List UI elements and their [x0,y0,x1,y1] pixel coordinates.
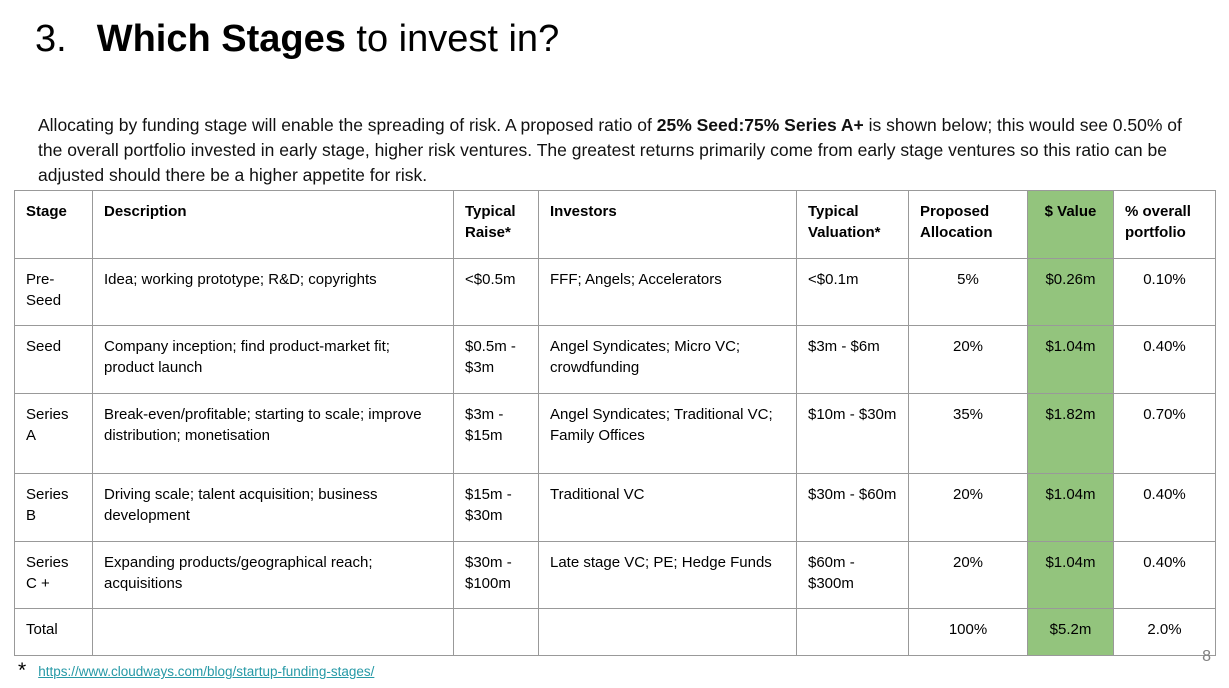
cell-percent-overall: 0.40% [1113,325,1216,394]
title-number: 3. [35,18,67,60]
cell-proposed-allocation: 35% [908,393,1028,474]
table-row-total: Total 100% $5.2m 2.0% [14,608,1216,656]
title-bold-text: Which Stages [96,18,346,60]
cell-typical-raise: <$0.5m [453,258,539,326]
cell-typical-valuation [796,608,909,656]
cell-description: Driving scale; talent acquisition; busin… [92,473,454,542]
page-number: 8 [1202,648,1211,665]
intro-bold-ratio: 25% Seed:75% Series A+ [656,114,864,135]
cell-percent-overall: 0.40% [1113,541,1216,609]
cell-proposed-allocation: 5% [908,258,1028,326]
cell-investors: FFF; Angels; Accelerators [538,258,797,326]
header-typical-raise: Typical Raise* [453,190,539,259]
cell-investors: Traditional VC [538,473,797,542]
cell-total-percent-overall: 2.0% [1113,608,1216,656]
funding-stages-table: Stage Description Typical Raise* Investo… [14,190,1216,656]
cell-dollar-value: $1.04m [1027,325,1114,394]
cell-typical-raise [453,608,539,656]
cell-dollar-value: $1.82m [1027,393,1114,474]
cell-dollar-value: $1.04m [1027,541,1114,609]
table-row-series-a: Series A Break-even/profitable; starting… [14,393,1216,474]
source-link[interactable]: https://www.cloudways.com/blog/startup-f… [38,664,375,679]
cell-proposed-allocation: 20% [908,541,1028,609]
cell-description [92,608,454,656]
cell-typical-raise: $30m - $100m [453,541,539,609]
cell-stage: Series B [14,473,93,542]
header-dollar-value: $ Value [1027,190,1114,259]
cell-stage: Seed [14,325,93,394]
title-rest-text: to invest in? [345,18,560,60]
page-title: 3. Which Stages to invest in? [35,18,559,62]
cell-investors: Late stage VC; PE; Hedge Funds [538,541,797,609]
cell-percent-overall: 0.10% [1113,258,1216,326]
cell-typical-raise: $0.5m - $3m [453,325,539,394]
cell-typical-valuation: $3m - $6m [796,325,909,394]
cell-stage: Series A [14,393,93,474]
cell-description: Break-even/profitable; starting to scale… [92,393,454,474]
cell-investors: Angel Syndicates; Micro VC; crowdfunding [538,325,797,394]
cell-proposed-allocation: 20% [908,473,1028,542]
table-row-series-c-plus: Series C + Expanding products/geographic… [14,541,1216,609]
header-proposed-allocation: Proposed Allocation [908,190,1028,259]
cell-description: Expanding products/geographical reach; a… [92,541,454,609]
table-row-pre-seed: Pre-Seed Idea; working prototype; R&D; c… [14,258,1216,326]
cell-total-dollar-value: $5.2m [1027,608,1114,656]
cell-proposed-allocation: 20% [908,325,1028,394]
intro-text-1: Allocating by funding stage will enable … [38,114,657,135]
cell-dollar-value: $1.04m [1027,473,1114,542]
table-header-row: Stage Description Typical Raise* Investo… [14,190,1216,259]
cell-description: Company inception; find product-market f… [92,325,454,394]
cell-investors: Angel Syndicates; Traditional VC; Family… [538,393,797,474]
asterisk-marker: * [18,659,27,682]
header-description: Description [92,190,454,259]
cell-typical-raise: $15m - $30m [453,473,539,542]
cell-typical-valuation: $60m - $300m [796,541,909,609]
cell-investors [538,608,797,656]
intro-paragraph: Allocating by funding stage will enable … [38,113,1198,188]
cell-stage: Pre-Seed [14,258,93,326]
cell-total-allocation: 100% [908,608,1028,656]
cell-typical-raise: $3m - $15m [453,393,539,474]
cell-percent-overall: 0.40% [1113,473,1216,542]
intro-text-2: is shown below; this would see 0.50% of … [38,114,1182,185]
cell-percent-overall: 0.70% [1113,393,1216,474]
table-row-series-b: Series B Driving scale; talent acquisiti… [14,473,1216,542]
table-row-seed: Seed Company inception; find product-mar… [14,325,1216,394]
cell-description: Idea; working prototype; R&D; copyrights [92,258,454,326]
header-stage: Stage [14,190,93,259]
cell-total-label: Total [14,608,93,656]
cell-typical-valuation: $10m - $30m [796,393,909,474]
cell-typical-valuation: $30m - $60m [796,473,909,542]
cell-stage: Series C + [14,541,93,609]
cell-typical-valuation: <$0.1m [796,258,909,326]
footnote: * https://www.cloudways.com/blog/startup… [18,659,375,682]
header-investors: Investors [538,190,797,259]
header-typical-valuation: Typical Valuation* [796,190,909,259]
header-percent-overall: % overall portfolio [1113,190,1216,259]
cell-dollar-value: $0.26m [1027,258,1114,326]
